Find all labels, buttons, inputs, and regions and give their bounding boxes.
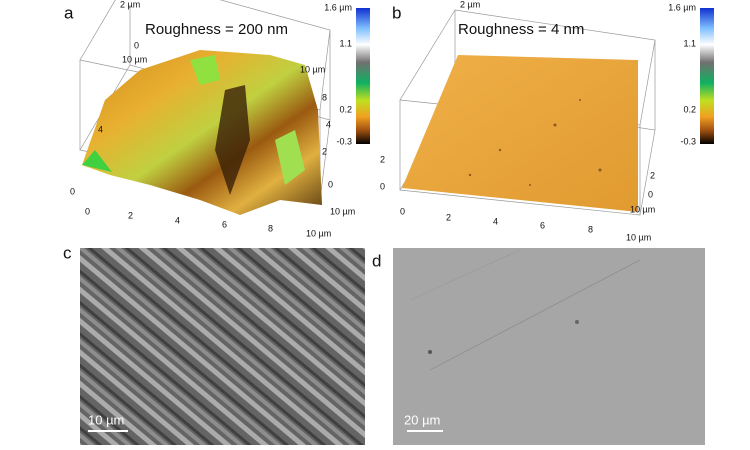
surface-patch (82, 150, 112, 172)
tick-label: 0 (380, 181, 385, 191)
tick-label: 0 (134, 40, 139, 50)
tick-label: 10 µm (306, 228, 331, 238)
tick-label: 4 (326, 119, 331, 129)
scale-label: 10 µm (88, 412, 124, 427)
tick-label: 2 (650, 170, 655, 180)
tick-label: 2 (380, 154, 385, 164)
afm-surface-a (82, 50, 322, 215)
tick-label: 4 (493, 216, 498, 226)
tick-label: 10 µm (330, 206, 355, 216)
z-axis-label: 2 µm (460, 0, 480, 9)
tick-label: 10 µm (626, 232, 651, 242)
tick-label: 4 (98, 124, 103, 134)
tick-label: 0 (648, 189, 653, 199)
tick-label: 4 (175, 215, 180, 225)
tick-label: 6 (222, 219, 227, 229)
tick-label: 10 µm (630, 204, 655, 214)
tick-label: 8 (588, 224, 593, 234)
colorbar-label: 1.6 µm (668, 2, 696, 12)
panel-label: d (372, 251, 381, 270)
surface-specks (468, 99, 602, 186)
scratch (409, 249, 521, 301)
panel-label: a (64, 3, 74, 22)
afm-surface-b (402, 55, 638, 212)
tick-label: 10 µm (122, 54, 147, 64)
sem-image-d (393, 248, 705, 445)
colorbar-label: 0.2 (339, 104, 352, 114)
scale-label: 20 µm (404, 412, 440, 427)
tick-label: 2 (322, 146, 327, 156)
sem-image-c (80, 248, 365, 445)
tick-label: 0 (328, 179, 333, 189)
tick-label: 0 (85, 206, 90, 216)
tick-label: 8 (322, 92, 327, 102)
tick-label: 2 (128, 210, 133, 220)
tick-label: 10 µm (300, 64, 325, 74)
colorbar-a (356, 8, 370, 144)
colorbar-label: 1.6 µm (324, 2, 352, 12)
panel-title: Roughness = 200 nm (145, 21, 288, 38)
colorbar-label: 1.1 (339, 38, 352, 48)
scratch (429, 259, 641, 371)
tick-label: 6 (540, 220, 545, 230)
defect (428, 350, 432, 354)
surface-patch (275, 130, 305, 185)
panel-label: b (392, 3, 401, 22)
z-axis-label: 2 µm (120, 0, 140, 9)
panel-label: c (63, 243, 72, 262)
tick-label: 8 (268, 223, 273, 233)
defect (575, 320, 579, 324)
tick-label: 0 (70, 186, 75, 196)
surface-patch (190, 55, 220, 85)
tick-label: 2 (446, 212, 451, 222)
sem-shade (80, 248, 365, 445)
colorbar-label: -0.3 (336, 136, 352, 146)
colorbar-label: -0.3 (680, 136, 696, 146)
tick-label: 0 (400, 206, 405, 216)
surface-patch (215, 85, 250, 195)
colorbar-label: 1.1 (683, 38, 696, 48)
panel-title: Roughness = 4 nm (458, 21, 584, 38)
colorbar-label: 0.2 (683, 104, 696, 114)
colorbar-b (700, 8, 714, 144)
